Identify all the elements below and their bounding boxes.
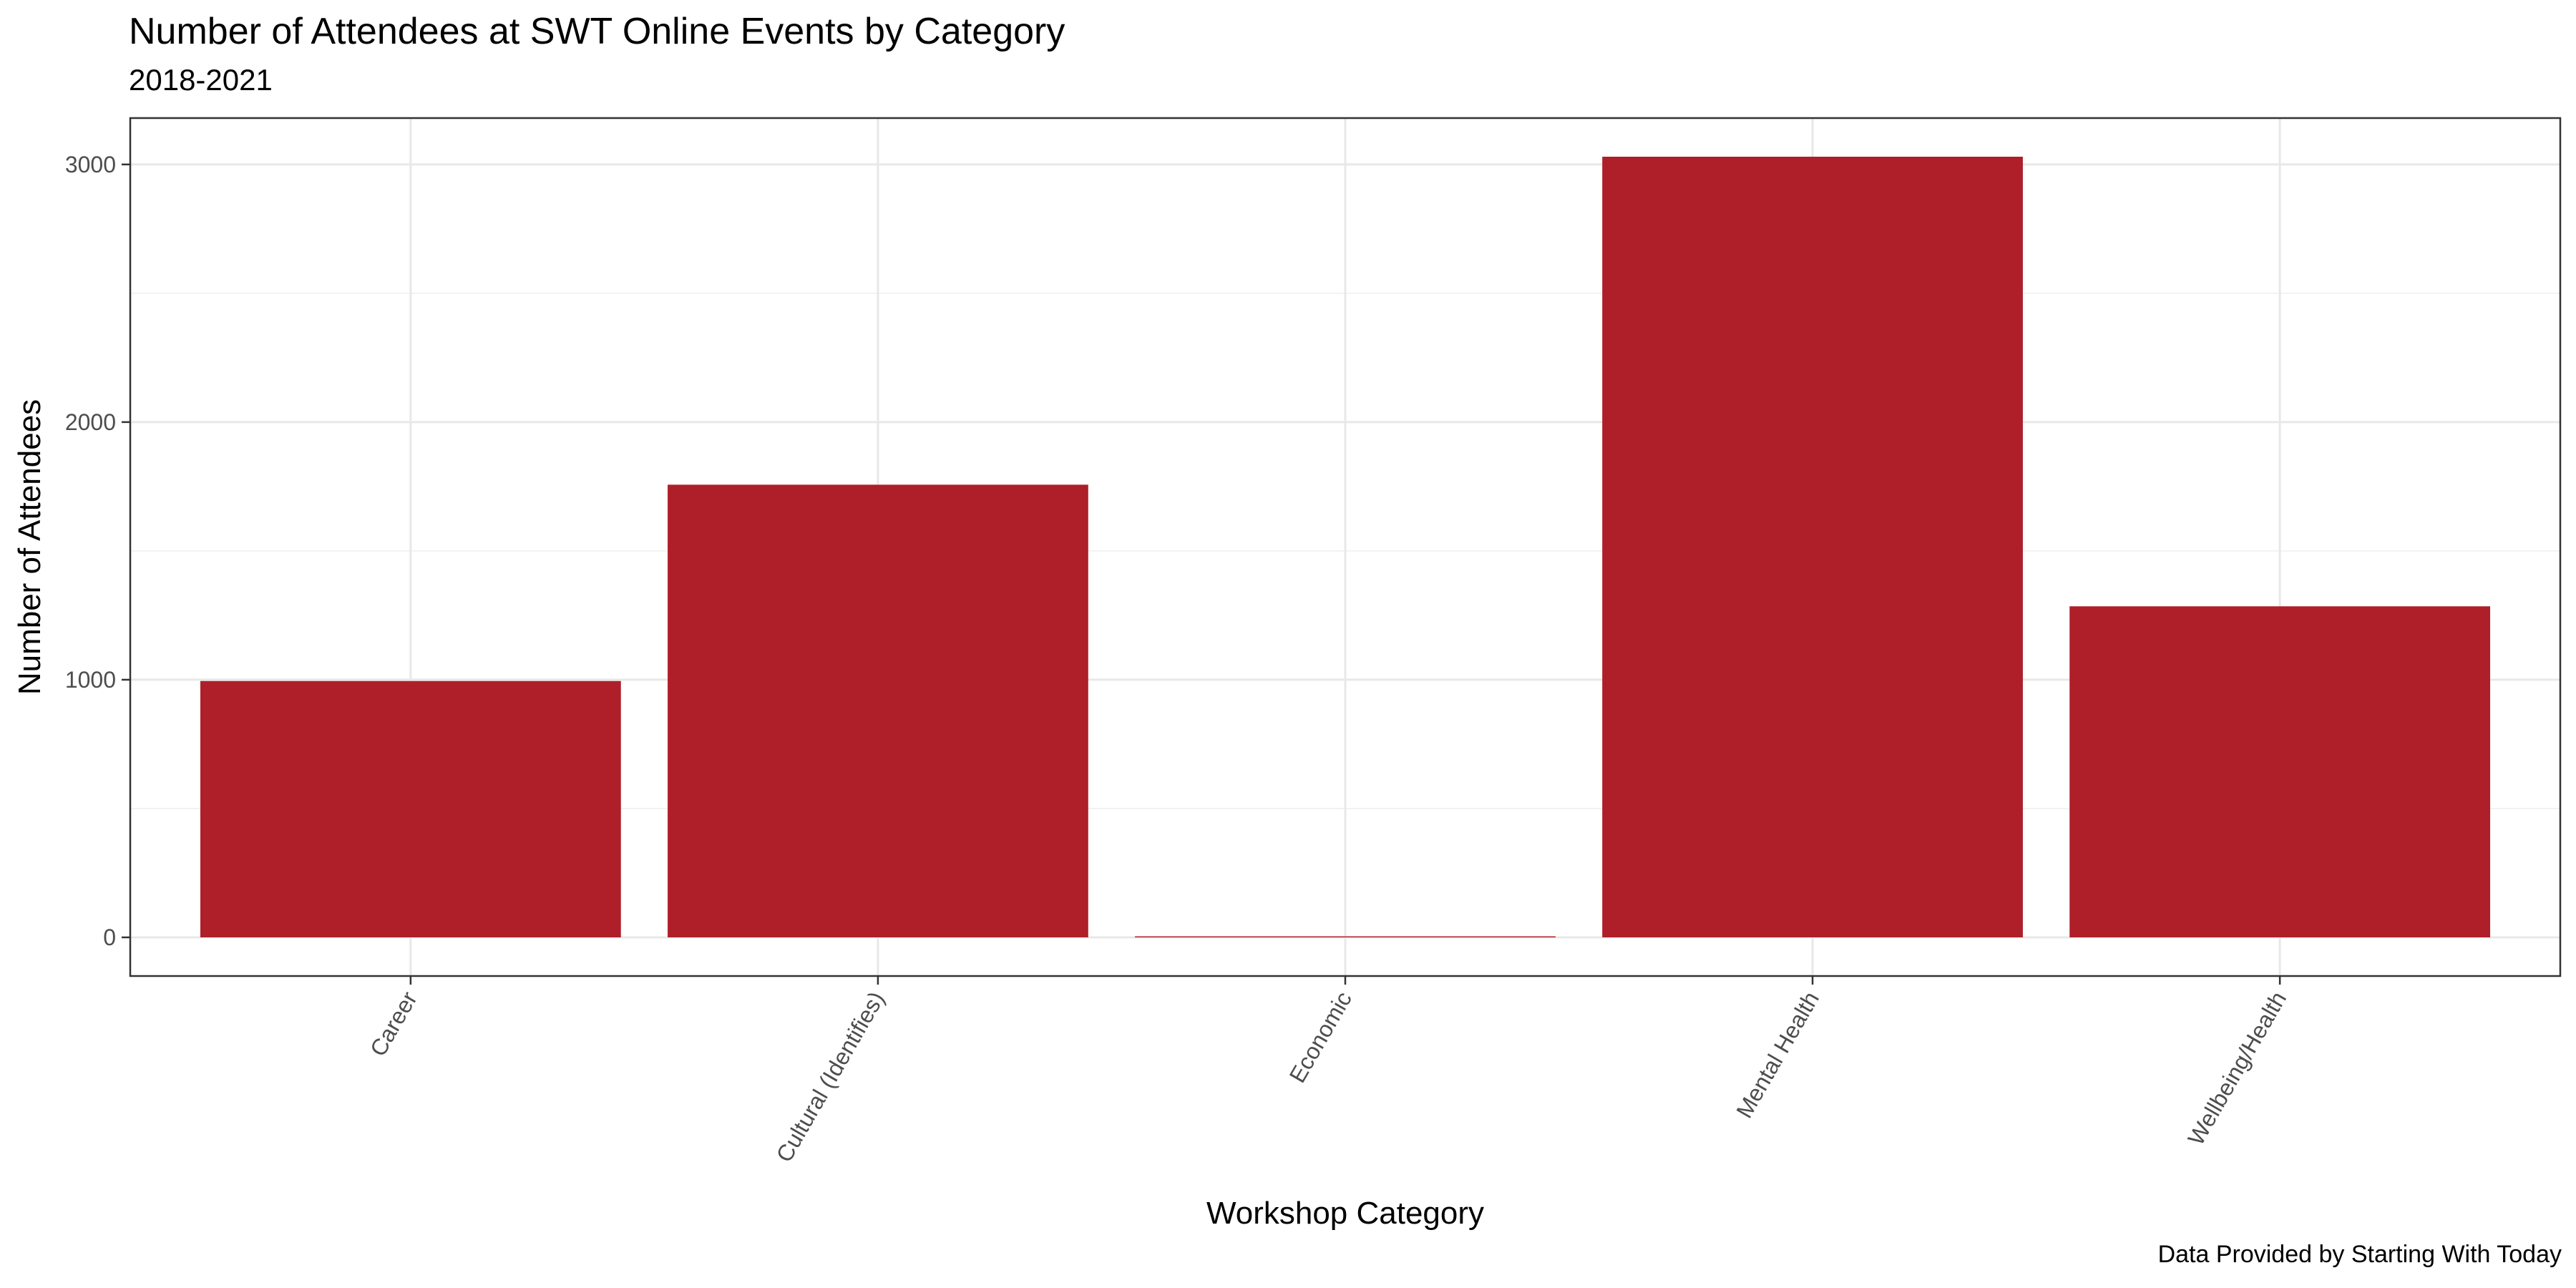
y-tick-label: 0 [103,924,116,950]
y-axis-title: Number of Attendees [12,399,47,695]
y-tick-label: 2000 [65,409,116,435]
x-axis: Career Cultural (Identifies) Economic Menta… [365,976,2291,1166]
x-tick-label: Cultural (Identifies) [771,987,889,1167]
bars [200,157,2491,938]
chart-title: Number of Attendees at SWT Online Events… [129,11,1065,52]
x-tick-label: Mental Health [1731,987,1824,1123]
x-tick-label: Wellbeing/Health [2182,987,2291,1150]
chart-subtitle: 2018-2021 [129,63,273,97]
bar [1602,157,2023,937]
bar [668,484,1088,937]
bar [1135,936,1556,938]
x-tick-label: Economic [1284,987,1357,1088]
y-axis: 0 1000 2000 3000 [65,152,130,950]
chart-caption: Data Provided by Starting With Today [2157,1241,2562,1268]
bar [200,680,621,937]
y-tick-label: 1000 [65,667,116,693]
x-axis-title: Workshop Category [1206,1196,1484,1231]
x-tick-label: Career [365,987,422,1060]
y-tick-label: 3000 [65,152,116,177]
bar [2069,606,2491,937]
